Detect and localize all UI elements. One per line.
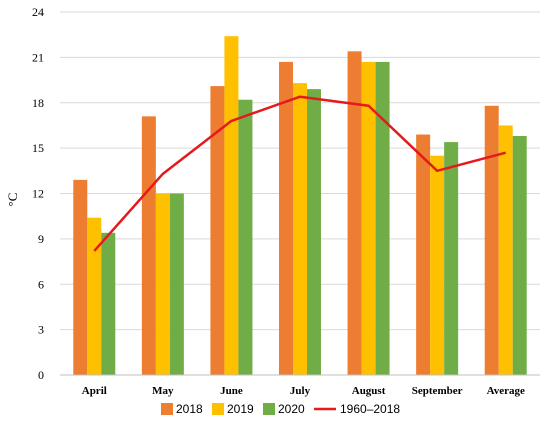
x-category-label: September [412,385,463,397]
legend-item: 2019 [212,402,254,416]
y-tick-label: 18 [32,96,44,110]
legend-label: 2019 [227,402,254,416]
y-tick-label: 24 [32,5,44,19]
x-category-label: May [152,385,174,397]
legend-label: 1960–2018 [340,402,400,416]
bar-2020-august [375,61,390,375]
x-category-label: June [220,385,243,397]
bar-2020-september [444,142,459,375]
x-category-label: April [82,385,107,397]
bars [73,36,527,376]
bar-2019-april [87,217,102,375]
bar-2019-june [224,36,239,375]
bar-2018-april [73,179,88,375]
bar-2019-august [361,61,376,375]
bar-2019-september [430,155,445,375]
legend-swatch [212,403,224,415]
bar-2020-july [307,89,321,375]
bar-2019-may [155,193,170,375]
y-tick-label: 15 [32,141,44,155]
bar-2019-average [498,125,513,375]
bar-2018-may [141,116,156,376]
bar-2018-july [279,61,293,375]
y-axis-label: °C [5,193,20,207]
x-category-label: July [290,385,311,397]
x-category-label: August [352,385,386,397]
x-axis-category-labels: April May June July August September Average [82,385,525,397]
y-tick-label: 21 [32,50,44,64]
y-tick-label: 6 [38,277,44,291]
line-series-1960–2018 [93,95,507,252]
legend-item: 2020 [263,402,305,416]
y-tick-label: 3 [38,323,44,337]
bar-2018-august [347,51,362,375]
bar-2018-june [210,86,225,376]
legend-label: 2020 [278,402,305,416]
legend-label: 2018 [176,402,203,416]
legend-item: 2018 [161,402,203,416]
y-axis-tick-labels: 0 3 6 9 12 15 18 21 24 [32,5,44,382]
bar-2019-july [293,83,307,376]
bar-2018-average [484,105,499,376]
bar-2020-may [169,193,184,375]
bar-2018-september [416,134,431,375]
legend: 2018 2019 2020 1960–2018 [161,402,400,416]
legend-item: 1960–2018 [314,402,400,416]
reference-line-series [93,95,507,252]
bar-2020-average [512,136,527,375]
bar-2020-april [101,232,116,375]
x-category-label: Average [487,385,525,397]
y-tick-label: 0 [38,368,44,382]
y-tick-label: 12 [32,187,44,201]
bar-2020-june [238,99,253,375]
legend-swatch [263,403,275,415]
y-tick-label: 9 [38,232,44,246]
legend-swatch [161,403,173,415]
